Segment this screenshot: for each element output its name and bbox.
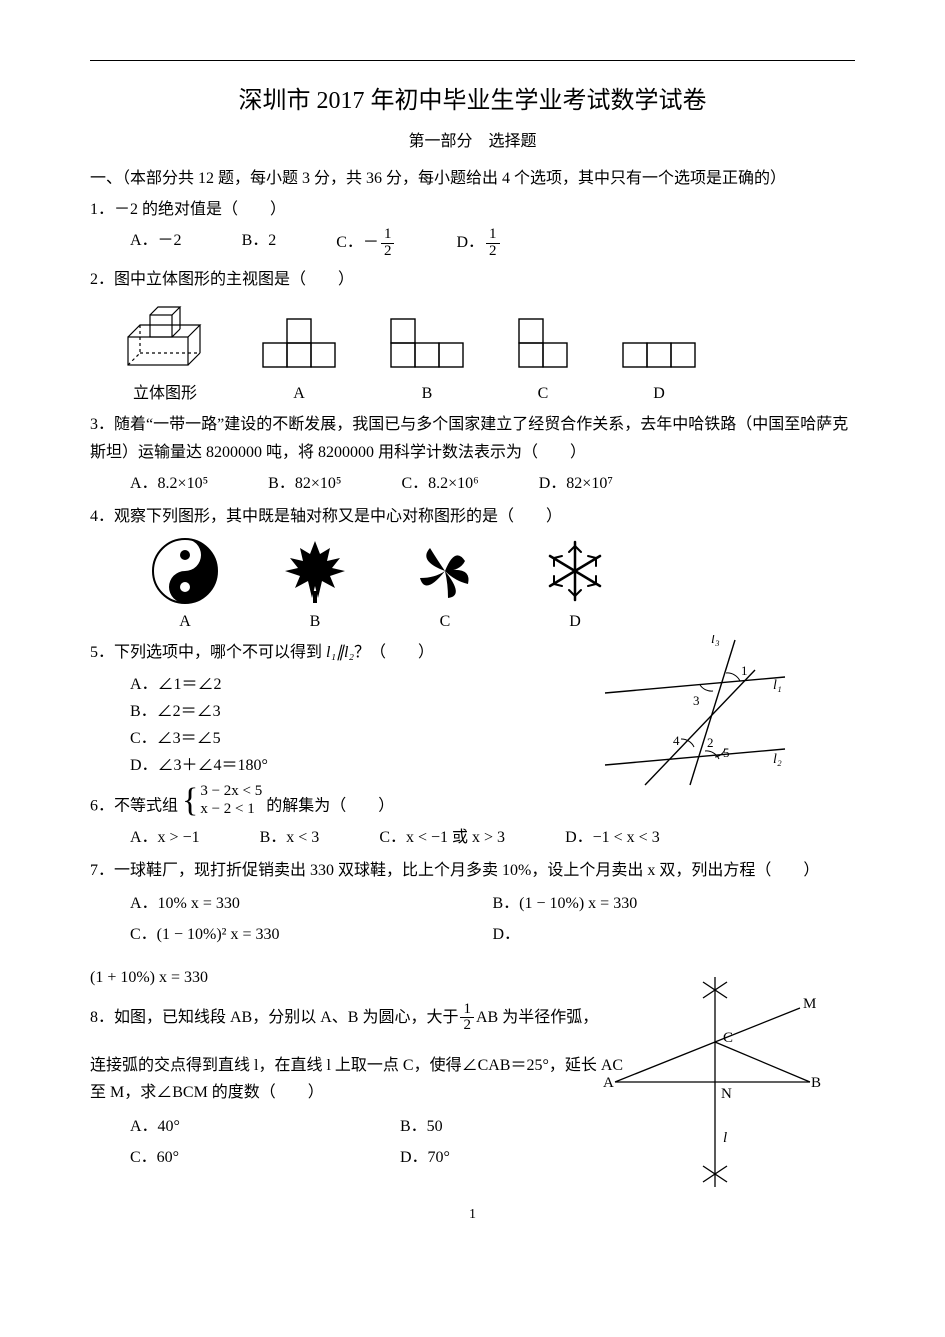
q7-stem: 7．一球鞋厂，现打折促销卖出 330 双球鞋，比上个月多卖 10%，设上个月卖出… bbox=[90, 857, 855, 884]
q8-stem2: 连接弧的交点得到直线 l，在直线 l 上取一点 C，使得∠CAB＝25°，延长 … bbox=[90, 1052, 630, 1106]
q5-angle-1: 1 bbox=[741, 663, 748, 678]
bauhinia-icon bbox=[410, 536, 480, 606]
q5-stem-pre: 5．下列选项中，哪个不可以得到 bbox=[90, 644, 326, 661]
q6-opt-a: A．x > −1 bbox=[130, 824, 200, 851]
front-view-icon bbox=[620, 341, 698, 369]
q1-opt-b: B．2 bbox=[242, 227, 277, 260]
maple-leaf-icon bbox=[280, 536, 350, 606]
q6-line1: 3 − 2x < 5 bbox=[200, 783, 262, 800]
q2-solid: 立体图形 bbox=[120, 299, 210, 407]
q2-opt-a-fig: A bbox=[260, 317, 338, 407]
fraction-icon: 12 bbox=[381, 227, 395, 260]
page-subtitle: 第一部分 选择题 bbox=[90, 128, 855, 155]
q4-cap-d: D bbox=[540, 608, 610, 635]
q8-opt-a: A．40° bbox=[130, 1113, 400, 1140]
q1-opt-c: C．－12 bbox=[336, 227, 396, 260]
q5-stem-mid: l₁∥l₂ bbox=[326, 644, 354, 661]
q3-stem: 3．随着“一带一路”建设的不断发展，我国已与多个国家建立了经贸合作关系，去年中哈… bbox=[90, 411, 855, 465]
q2-cap-d: D bbox=[620, 380, 698, 407]
q7-options: A．10% x = 330 B．(1 − 10%) x = 330 C．(1 −… bbox=[130, 888, 855, 950]
snowflake-icon bbox=[540, 536, 610, 606]
fraction-icon: 12 bbox=[486, 227, 500, 260]
top-rule bbox=[90, 60, 855, 61]
q6-options: A．x > −1 B．x < 3 C．x < −1 或 x > 3 D．−1 <… bbox=[130, 824, 855, 851]
q8-stem-mid: AB 为半径作弧， bbox=[476, 1009, 598, 1026]
q3-opt-d: D．82×10⁷ bbox=[539, 470, 613, 497]
front-view-icon bbox=[388, 317, 466, 369]
q5-angle-5: 5 bbox=[723, 745, 730, 760]
q8-label-m: M bbox=[803, 996, 816, 1012]
q5-label-l2: l₂ bbox=[773, 752, 782, 767]
q7-opt-c: C．(1 − 10%)² x = 330 bbox=[130, 921, 493, 948]
q8-label-l: l bbox=[723, 1130, 727, 1146]
q2-cap-b: B bbox=[388, 380, 466, 407]
left-brace-icon: { bbox=[182, 784, 198, 818]
page-title: 深圳市 2017 年初中毕业生学业考试数学试卷 bbox=[90, 81, 855, 122]
q6-system: 3 − 2x < 5 x − 2 < 1 bbox=[200, 783, 262, 818]
q8-label-b: B bbox=[811, 1075, 821, 1091]
q5-label-l1: l₁ bbox=[773, 678, 782, 693]
q8-block: 8．如图，已知线段 AB，分别以 A、B 为圆心，大于12AB 为半径作弧， 连… bbox=[90, 1002, 855, 1173]
q4-opt-b-fig: B bbox=[280, 536, 350, 635]
q3-opt-b: B．82×10⁵ bbox=[268, 470, 341, 497]
q5-block: 5．下列选项中，哪个不可以得到 l₁∥l₂？（ ） A．∠1＝∠2 B．∠2＝∠… bbox=[90, 639, 855, 779]
solid-3d-icon bbox=[120, 299, 210, 369]
q8-label-c: C bbox=[723, 1030, 733, 1046]
q5-angle-2: 2 bbox=[707, 735, 714, 750]
q4-opt-c-fig: C bbox=[410, 536, 480, 635]
q7-opt-a: A．10% x = 330 bbox=[130, 890, 493, 917]
q2-opt-c-fig: C bbox=[516, 317, 570, 407]
q6-line2: x − 2 < 1 bbox=[200, 801, 262, 818]
q2-solid-caption: 立体图形 bbox=[120, 380, 210, 407]
fraction-icon: 12 bbox=[460, 1002, 474, 1035]
q1-options: A．－2 B．2 C．－12 D．12 bbox=[130, 227, 855, 260]
q4-opt-d-fig: D bbox=[540, 536, 610, 635]
q8-options: A．40° B．50 C．60° D．70° bbox=[130, 1111, 670, 1173]
q4-cap-c: C bbox=[410, 608, 480, 635]
q2-opt-b-fig: B bbox=[388, 317, 466, 407]
section-intro: 一、（本部分共 12 题，每小题 3 分，共 36 分，每小题给出 4 个选项，… bbox=[90, 165, 855, 192]
q5-label-l3: l₃ bbox=[711, 635, 720, 647]
q4-cap-a: A bbox=[150, 608, 220, 635]
parallel-lines-diagram: l₃ l₁ l₂ 1 3 4 2 5 bbox=[595, 635, 795, 795]
q6-stem-pre: 6．不等式组 bbox=[90, 798, 178, 815]
page-number: 1 bbox=[90, 1203, 855, 1227]
q3-opt-a: A．8.2×10⁵ bbox=[130, 470, 208, 497]
q6-opt-c: C．x < −1 或 x > 3 bbox=[379, 824, 505, 851]
q7-opt-d: D． bbox=[493, 921, 856, 948]
q1-stem: 1．－2 的绝对值是（ ） bbox=[90, 196, 855, 223]
q8-opt-c: C．60° bbox=[130, 1144, 400, 1171]
q8-stem1: 8．如图，已知线段 AB，分别以 A、B 为圆心，大于12AB 为半径作弧， bbox=[90, 1002, 630, 1035]
q8-label-n: N bbox=[721, 1086, 732, 1102]
q1-opt-a: A．－2 bbox=[130, 227, 182, 260]
q5-stem-post: ？（ ） bbox=[354, 644, 434, 661]
q6-opt-d: D．−1 < x < 3 bbox=[565, 824, 660, 851]
q4-cap-b: B bbox=[280, 608, 350, 635]
q2-figure-row: 立体图形 A B C D bbox=[120, 299, 855, 407]
q4-opt-a-fig: A bbox=[150, 536, 220, 635]
q6-stem-post: 的解集为（ ） bbox=[266, 798, 394, 815]
q1-opt-d: D．12 bbox=[456, 227, 501, 260]
q4-stem: 4．观察下列图形，其中既是轴对称又是中心对称图形的是（ ） bbox=[90, 503, 855, 530]
brace-system-icon: { 3 − 2x < 5 x − 2 < 1 bbox=[182, 783, 262, 818]
q3-opt-c: C．8.2×10⁶ bbox=[401, 470, 478, 497]
yinyang-icon bbox=[150, 536, 220, 606]
q2-cap-a: A bbox=[260, 380, 338, 407]
q5-angle-3: 3 bbox=[693, 693, 700, 708]
q6-opt-b: B．x < 3 bbox=[260, 824, 320, 851]
front-view-icon bbox=[260, 317, 338, 369]
q2-cap-c: C bbox=[516, 380, 570, 407]
q3-options: A．8.2×10⁵ B．82×10⁵ C．8.2×10⁶ D．82×10⁷ bbox=[130, 470, 855, 497]
q2-stem: 2．图中立体图形的主视图是（ ） bbox=[90, 266, 855, 293]
perpendicular-bisector-diagram: A B C M N l bbox=[595, 972, 825, 1192]
q1-c-prefix: C．－ bbox=[336, 234, 379, 251]
q8-stem-pre: 8．如图，已知线段 AB，分别以 A、B 为圆心，大于 bbox=[90, 1009, 458, 1026]
q2-opt-d-fig: D bbox=[620, 341, 698, 407]
front-view-icon bbox=[516, 317, 570, 369]
q4-figure-row: A B C bbox=[150, 536, 855, 635]
q8-label-a: A bbox=[603, 1075, 614, 1091]
q5-angle-4: 4 bbox=[673, 733, 680, 748]
q1-d-prefix: D． bbox=[456, 234, 484, 251]
q7-opt-b: B．(1 − 10%) x = 330 bbox=[493, 890, 856, 917]
